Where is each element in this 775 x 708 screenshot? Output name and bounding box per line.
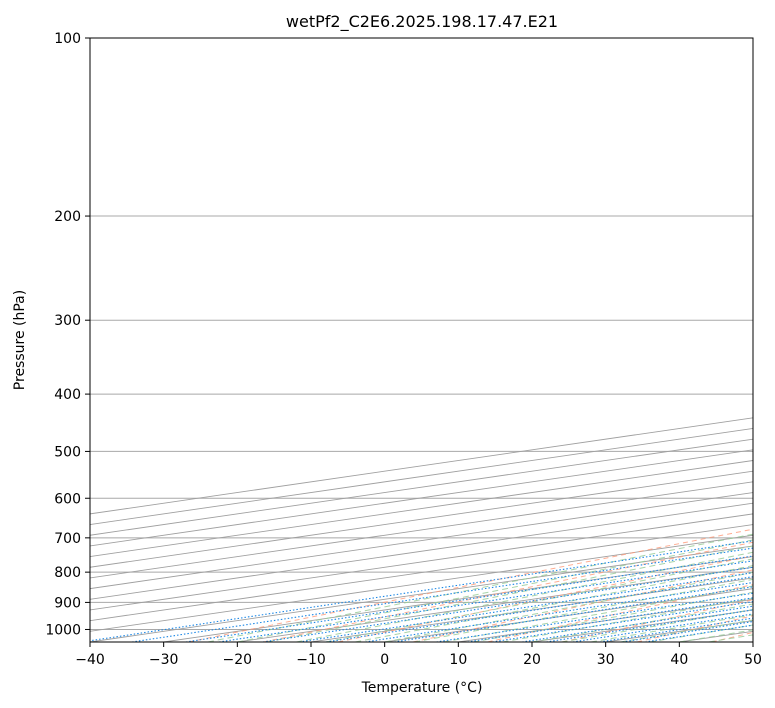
y-tick-label: 400 xyxy=(54,387,81,403)
isotherm-line xyxy=(90,492,753,590)
mixing-ratio-line xyxy=(394,586,753,642)
x-tick-label: −30 xyxy=(149,652,179,668)
isotherm-line xyxy=(90,449,753,547)
background-lines xyxy=(90,38,753,642)
plot-frame xyxy=(89,37,754,643)
y-tick-label: 600 xyxy=(54,491,81,507)
moist-adiabat xyxy=(325,558,753,642)
moist-adiabat xyxy=(502,597,753,642)
moist-adiabat xyxy=(384,571,753,642)
mixing-ratio-line xyxy=(365,581,753,642)
x-tick-label: 20 xyxy=(523,652,541,668)
moist-adiabat xyxy=(266,545,753,642)
isotherm-line xyxy=(90,428,753,526)
x-axis: −40 −30 −20 −10 0 10 20 30 40 50 xyxy=(75,642,762,668)
isotherm-line xyxy=(90,438,753,536)
y-tick-label: 900 xyxy=(54,595,81,611)
isotherm-line xyxy=(90,524,753,622)
dry-adiabat xyxy=(412,569,753,642)
x-tick-label: 50 xyxy=(744,652,762,668)
mixing-ratio-line xyxy=(185,555,753,642)
y-axis-label: Pressure (hPa) xyxy=(12,290,28,390)
y-tick-label: 800 xyxy=(54,565,81,581)
moist-adiabat xyxy=(296,551,753,642)
y-tick-label: 700 xyxy=(54,531,81,547)
moist-adiabat xyxy=(414,578,753,642)
isotherm-line xyxy=(605,620,753,642)
x-tick-label: 10 xyxy=(449,652,467,668)
isotherm-line xyxy=(90,502,753,600)
dry-adiabat xyxy=(711,631,753,642)
mixing-ratio-line xyxy=(218,560,753,642)
x-tick-label: −20 xyxy=(223,652,253,668)
mixing-ratio-line xyxy=(262,566,753,642)
isotherm-line xyxy=(90,513,753,611)
mixing-ratio-line xyxy=(522,605,753,642)
isotherm-line xyxy=(752,641,753,642)
x-tick-label: −10 xyxy=(296,652,326,668)
y-axis: 100 200 300 400 500 600 700 800 900 1000 xyxy=(45,31,90,638)
x-tick-label: 0 xyxy=(380,652,389,668)
isotherm-line xyxy=(90,534,753,632)
y-tick-label: 100 xyxy=(54,31,81,47)
y-tick-label: 200 xyxy=(54,209,81,225)
x-tick-label: 40 xyxy=(670,652,688,668)
dry-adiabat xyxy=(263,541,753,642)
dry-adiabat xyxy=(562,599,753,642)
isotherm-line xyxy=(90,545,753,642)
y-tick-label: 500 xyxy=(54,444,81,460)
moist-adiabat xyxy=(207,533,753,642)
mixing-ratio-line xyxy=(131,547,753,642)
isotherm-line xyxy=(90,417,753,515)
dry-adiabat xyxy=(188,528,753,642)
y-tick-label: 300 xyxy=(54,313,81,329)
x-tick-label: −40 xyxy=(75,652,105,668)
chart-title: wetPf2_C2E6.2025.198.17.47.E21 xyxy=(286,12,558,32)
isotherm-line xyxy=(163,556,753,642)
isotherm-line xyxy=(90,470,753,568)
moist-adiabat xyxy=(590,614,753,642)
moist-adiabat xyxy=(443,585,753,642)
mixing-ratio-line xyxy=(326,576,753,642)
isotherm-line xyxy=(90,481,753,579)
y-tick-label: 1000 xyxy=(45,622,81,638)
x-axis-label: Temperature (°C) xyxy=(361,680,483,696)
isotherm-line xyxy=(90,460,753,558)
x-tick-label: 30 xyxy=(597,652,615,668)
mixing-ratio-line xyxy=(622,620,753,642)
moist-adiabat xyxy=(708,634,753,642)
mixing-ratio-line xyxy=(299,572,753,642)
moist-adiabat xyxy=(561,609,753,642)
dry-adiabat xyxy=(338,555,753,642)
